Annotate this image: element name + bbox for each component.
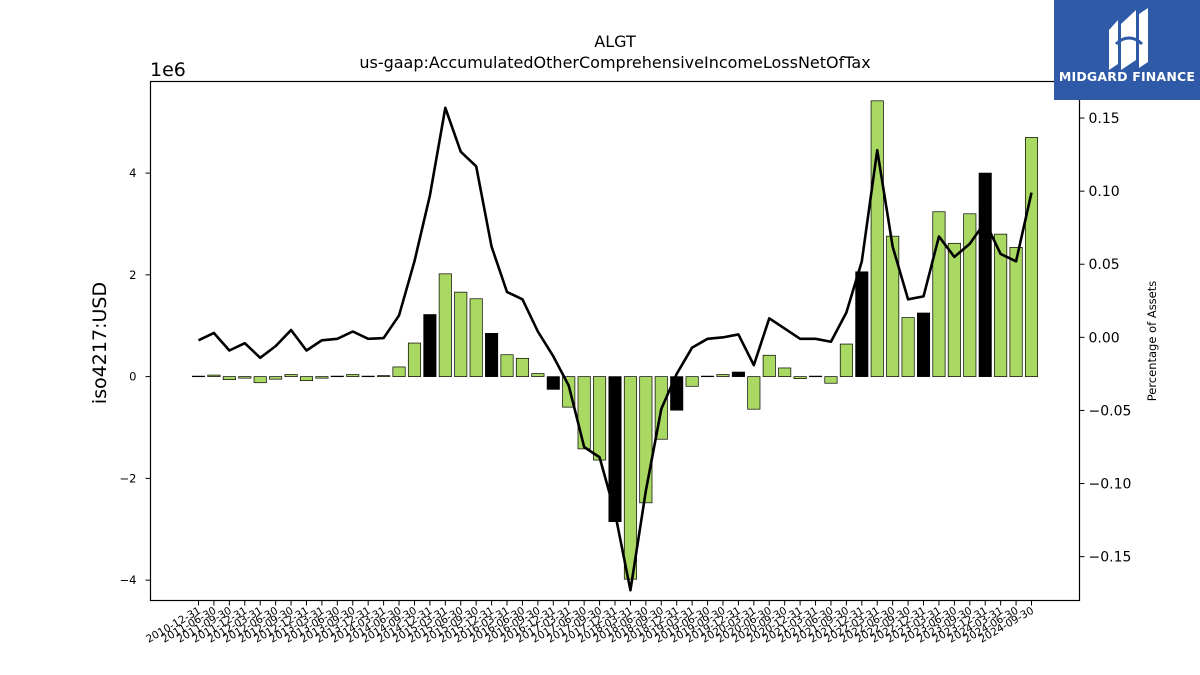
y-tick-label: −4: [120, 573, 137, 587]
bar: [469, 298, 483, 377]
bar: [253, 376, 267, 384]
y-scale-label: 1e6: [150, 59, 186, 81]
bar: [515, 357, 529, 377]
y-axis-label: iso4217:USD: [89, 282, 111, 404]
y-tick-label: 0: [129, 370, 136, 384]
pct-line: [197, 106, 1033, 592]
bar: [870, 100, 884, 377]
bar: [901, 317, 915, 377]
y2-tick-label: −0.15: [1089, 550, 1132, 566]
bar: [1024, 137, 1039, 377]
y2-tick-label: 0.05: [1089, 257, 1120, 273]
bar: [330, 375, 344, 378]
bar: [809, 375, 823, 378]
bar: [531, 373, 545, 377]
midgard-logo-icon: [1054, 0, 1200, 100]
bar: [1009, 247, 1023, 377]
y-tick-label: −2: [120, 471, 137, 485]
bar: [222, 376, 236, 381]
y2-axis-label: Percentage of Assets: [1145, 281, 1159, 402]
bar: [392, 366, 406, 377]
chart-title: ALGT: [594, 32, 636, 51]
y2-tick-label: −0.10: [1089, 477, 1132, 493]
bar: [454, 291, 468, 377]
bar: [191, 375, 206, 378]
bar: [299, 376, 313, 382]
bar: [747, 376, 761, 410]
bar: [207, 374, 221, 377]
brand-logo: MIDGARD FINANCE: [1054, 0, 1200, 100]
bar: [778, 367, 792, 377]
bar: [423, 314, 437, 377]
bar: [361, 375, 375, 378]
bar: [238, 376, 252, 379]
bar: [623, 376, 637, 580]
bar: [994, 233, 1008, 377]
bar: [608, 376, 622, 522]
bar: [916, 312, 931, 377]
bar: [546, 376, 560, 390]
chart-subtitle: us-gaap:AccumulatedOtherComprehensiveInc…: [359, 53, 870, 72]
bar: [824, 376, 838, 384]
plot-frame: [149, 80, 1081, 602]
bar: [438, 273, 452, 377]
bar: [963, 213, 977, 377]
bar: [346, 374, 360, 377]
y-tick-label: 4: [129, 166, 136, 180]
bar-series: [191, 100, 1039, 580]
bar: [377, 375, 391, 377]
logo-text: MIDGARD FINANCE: [1058, 69, 1196, 84]
bar: [485, 333, 499, 377]
bar: [593, 376, 607, 461]
y2-tick-label: 0.00: [1089, 330, 1120, 346]
bar: [762, 354, 776, 377]
bar: [284, 374, 298, 377]
bar: [500, 354, 514, 377]
bar: [855, 271, 869, 377]
bar: [685, 376, 699, 387]
bar: [315, 376, 329, 379]
bar: [407, 342, 421, 377]
bar: [577, 376, 591, 450]
bar: [947, 242, 961, 377]
bar: [793, 376, 807, 380]
y2-tick-label: −0.05: [1089, 403, 1132, 419]
y2-tick-label: 0.15: [1089, 111, 1120, 127]
bar: [978, 172, 992, 377]
y-axis-ticks: −4 −2 0 2 4: [120, 166, 151, 587]
bar: [886, 235, 900, 377]
bar: [269, 376, 283, 380]
x-axis-ticks: 2010-12-312011-06-302011-09-302011-12-31…: [144, 600, 1036, 646]
bar: [731, 371, 745, 377]
y2-axis-ticks: −0.15 −0.10 −0.05 0.00 0.05 0.10 0.15: [1079, 111, 1132, 566]
y-tick-label: 2: [129, 268, 136, 282]
bar: [839, 343, 853, 377]
y2-tick-label: 0.10: [1089, 184, 1120, 200]
bar: [701, 375, 715, 378]
bar: [716, 374, 730, 377]
pct-line-series: [197, 106, 1033, 592]
